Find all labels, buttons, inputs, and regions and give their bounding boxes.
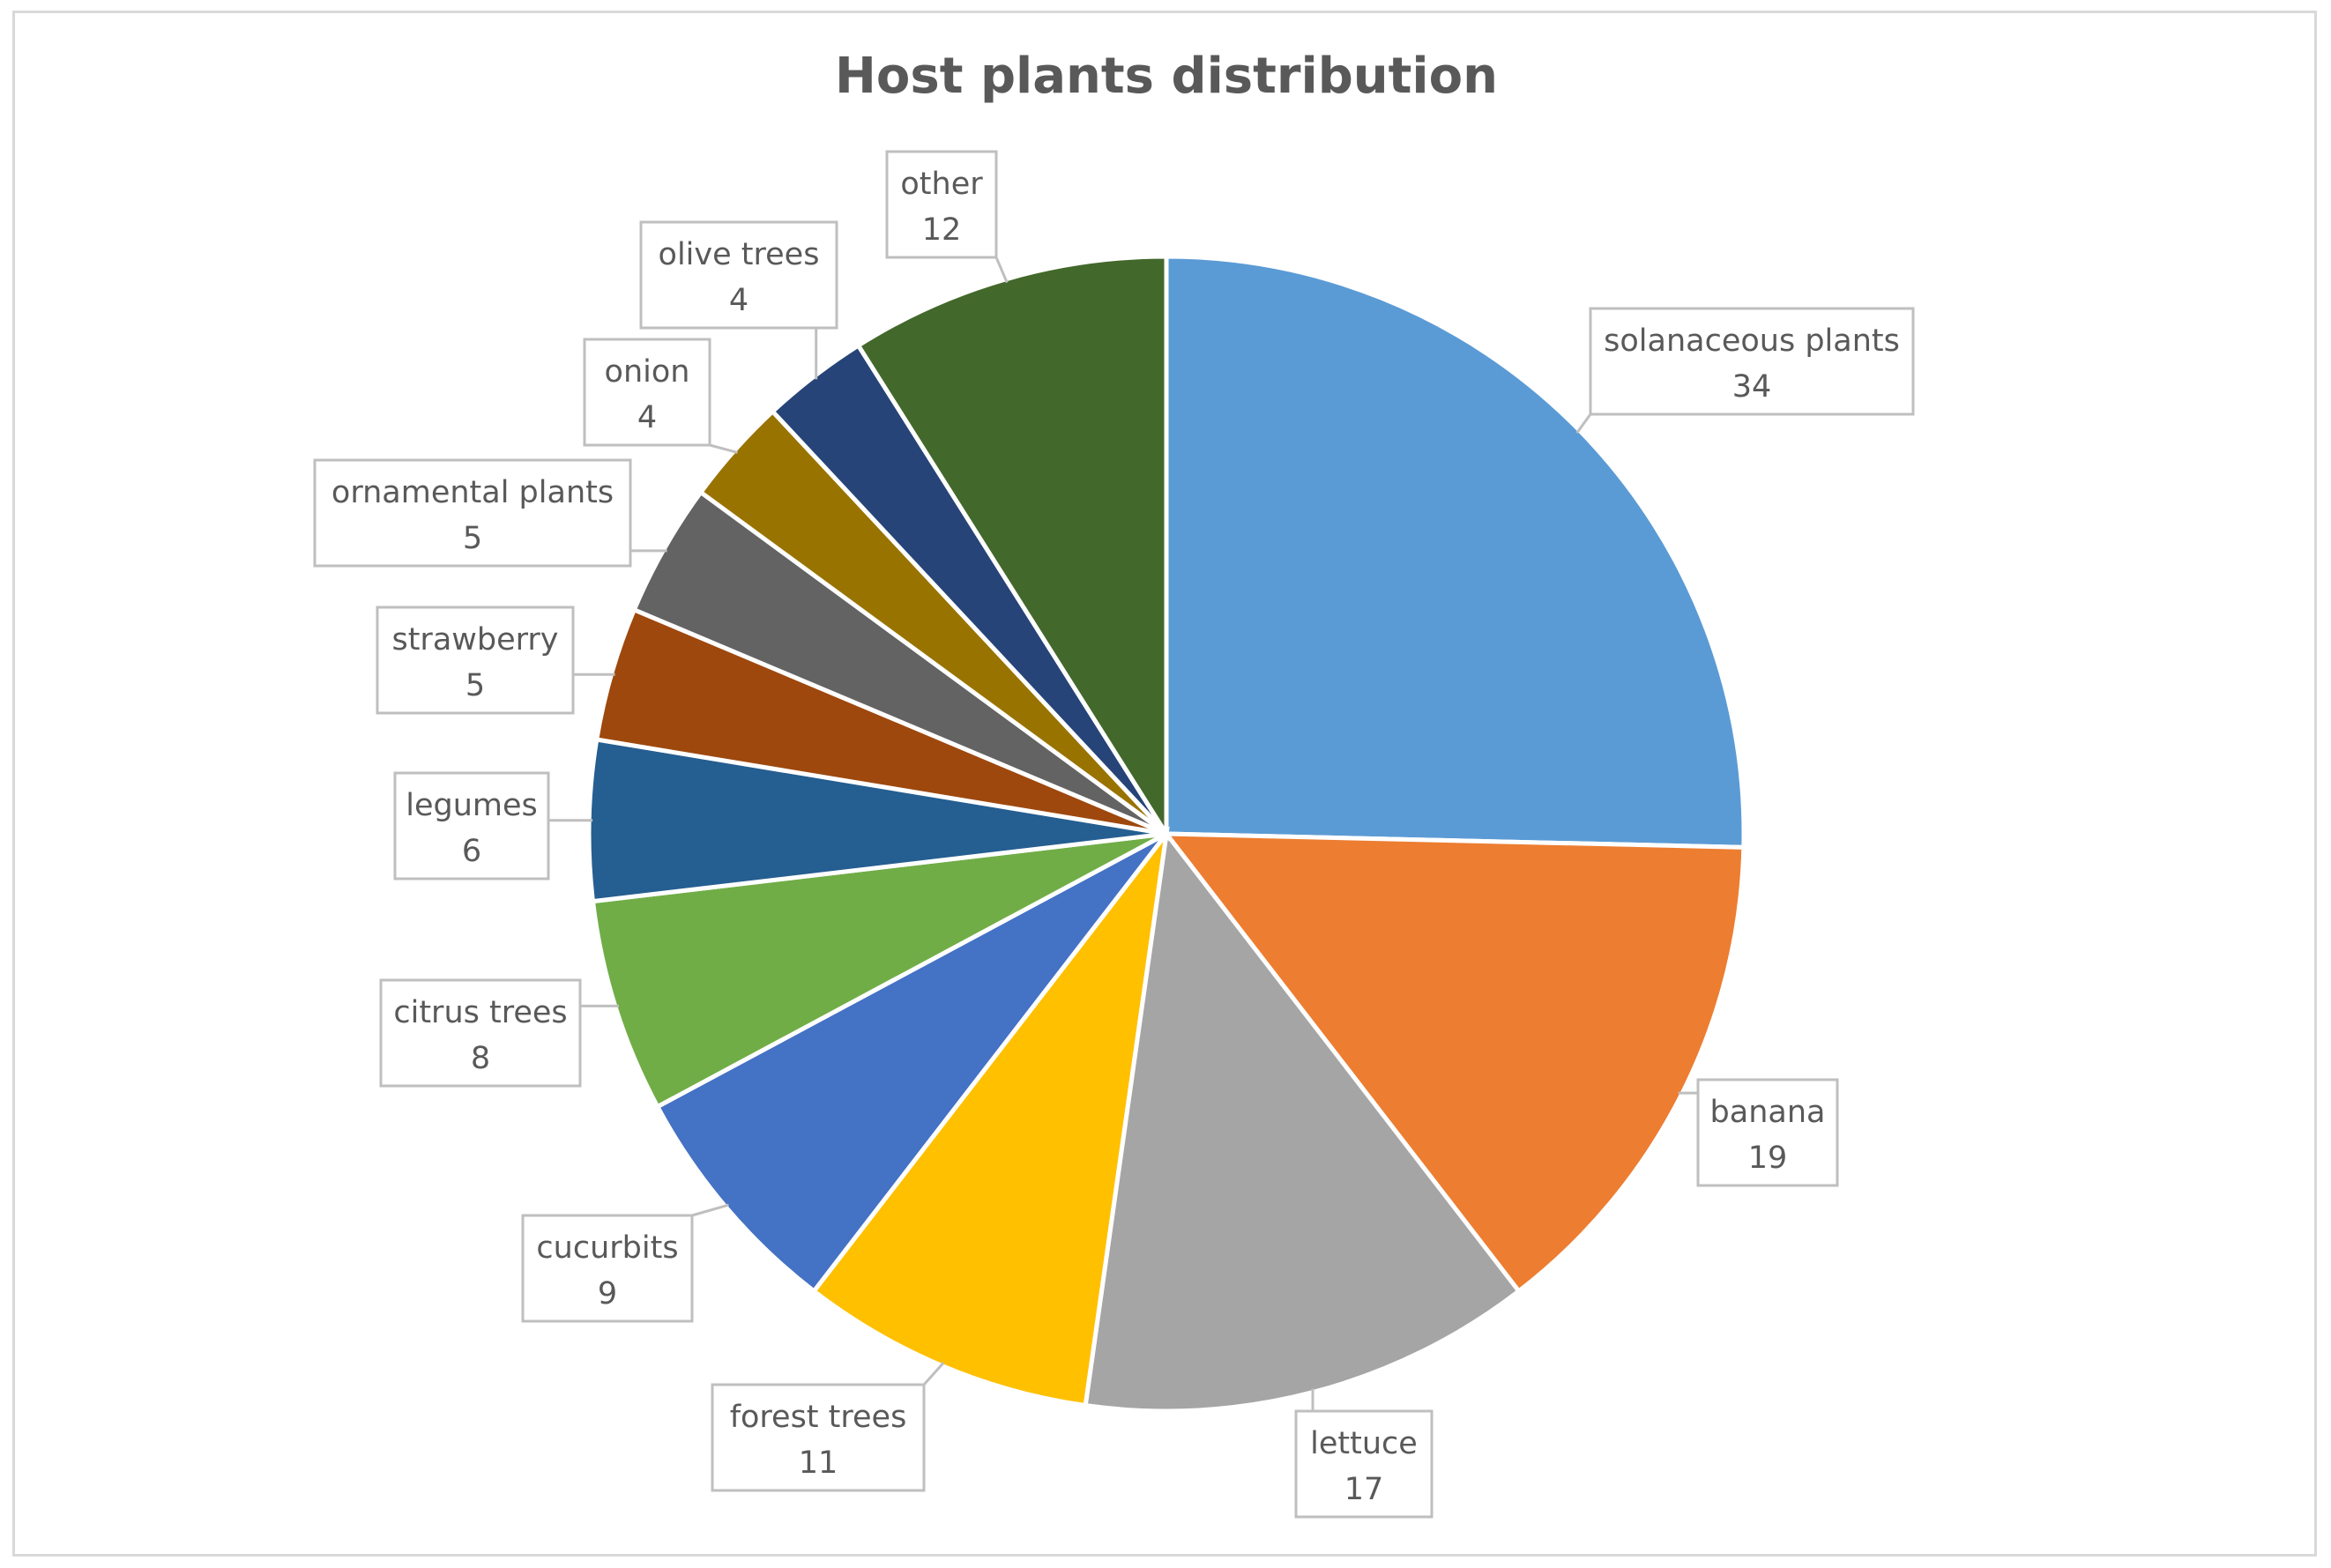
data-label-box [393,771,550,881]
data-label-category: citrus trees [393,995,567,1030]
leader-line [994,256,1009,284]
data-label-box [1294,1409,1434,1519]
data-label-value: 5 [465,668,485,703]
data-label-category: banana [1710,1095,1826,1130]
data-label-box [1589,307,1915,416]
data-label-value: 5 [463,521,482,556]
data-label-category: olive trees [659,237,820,272]
data-label-category: solanaceous plants [1604,323,1900,359]
data-label-value: 6 [462,834,481,869]
data-label-box [376,606,575,715]
data-label-category: ornamental plants [331,475,614,510]
data-label-other: other 12 [885,150,998,259]
data-label-box [313,458,632,568]
data-label-strawberry: strawberry 5 [376,606,575,715]
data-label-value: 34 [1732,369,1772,405]
data-label-box [711,1383,926,1492]
data-label-box [885,150,998,259]
data-label-cucurbits: cucurbits 9 [521,1214,694,1323]
data-label-category: cucurbits [536,1230,678,1266]
data-label-solanaceous-plants: solanaceous plants 34 [1589,307,1915,416]
data-label-value: 11 [799,1445,838,1481]
data-label-citrus-trees: citrus trees 8 [379,978,582,1088]
chart-area: Host plants distribution solanaceous pla… [12,11,2317,1557]
data-label-legumes: legumes 6 [393,771,550,881]
data-label-box [583,338,711,447]
leader-line [709,443,738,454]
leader-line [1575,413,1592,434]
data-label-forest-trees: forest trees 11 [711,1383,926,1492]
data-label-box [521,1214,694,1323]
data-label-category: other [900,167,983,202]
data-label-box [1696,1078,1839,1187]
pie-chart: Host plants distribution solanaceous pla… [313,48,1915,1519]
data-label-box [379,978,582,1088]
chart-title: Host plants distribution [835,48,1498,105]
data-label-value: 19 [1748,1141,1788,1176]
data-label-onion: onion 4 [583,338,711,447]
data-label-value: 8 [471,1041,490,1076]
data-label-value: 4 [729,283,748,318]
data-label-category: legumes [406,788,538,823]
data-label-ornamental-plants: ornamental plants 5 [313,458,632,568]
data-label-value: 9 [598,1276,617,1312]
pie-slice-cucurbits [654,831,1168,1295]
data-label-lettuce: lettuce 17 [1294,1409,1434,1519]
data-label-value: 12 [922,212,962,248]
leader-line [691,1203,729,1217]
pie-slice-banana [1161,831,1746,1295]
leader-line [922,1361,945,1386]
data-label-value: 4 [637,400,657,435]
data-label-category: forest trees [730,1400,907,1435]
data-label-callouts: solanaceous plants 34 banana 19 lettuce 17 for… [313,150,1915,1519]
data-label-banana: banana 19 [1696,1078,1839,1187]
pie-slices [586,254,1746,1414]
data-label-category: lettuce [1310,1426,1418,1461]
data-label-category: strawberry [391,622,558,658]
label-leader-lines [548,256,1698,1411]
data-label-olive-trees: olive trees 4 [639,220,838,330]
data-label-box [639,220,838,330]
data-label-category: onion [605,354,690,390]
data-label-value: 17 [1344,1472,1384,1507]
